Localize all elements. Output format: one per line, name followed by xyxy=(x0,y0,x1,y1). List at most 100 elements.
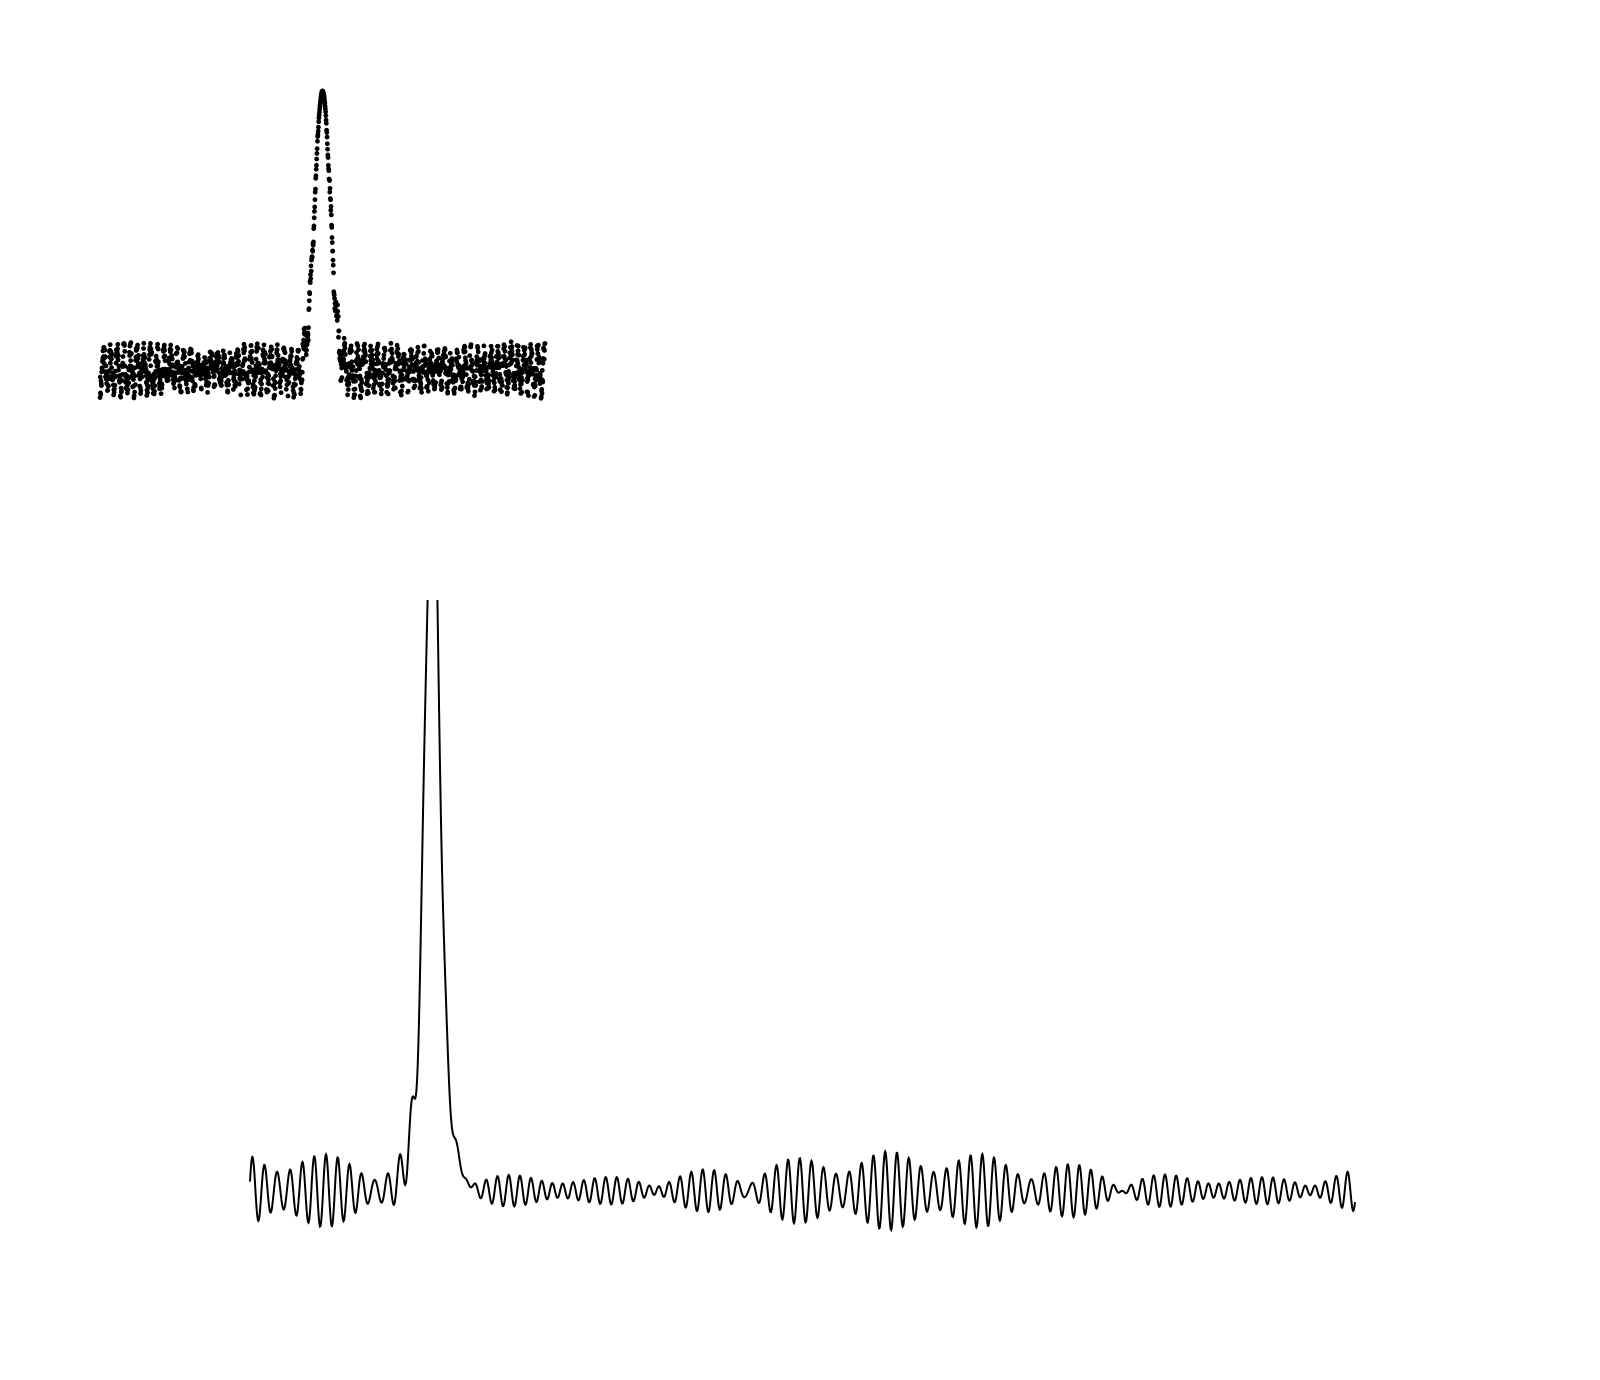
data-point xyxy=(313,186,318,192)
data-point xyxy=(98,392,104,397)
data-point xyxy=(260,374,265,380)
data-point xyxy=(155,359,161,365)
data-point xyxy=(132,373,138,379)
series-line xyxy=(249,600,1356,1233)
data-point xyxy=(392,378,398,384)
data-point xyxy=(349,348,354,354)
data-point xyxy=(512,386,518,392)
data-point xyxy=(470,368,476,374)
data-point xyxy=(274,342,280,348)
data-point xyxy=(475,345,481,351)
data-point xyxy=(418,385,424,391)
data-point xyxy=(479,384,485,389)
data-point xyxy=(162,353,168,359)
data-point xyxy=(359,380,365,385)
data-point xyxy=(517,386,523,392)
data-point xyxy=(285,393,291,399)
data-point xyxy=(99,383,104,388)
data-point xyxy=(155,341,161,347)
data-point xyxy=(305,337,311,343)
data-point xyxy=(107,342,113,348)
data-point xyxy=(435,347,441,352)
data-point xyxy=(529,351,535,357)
data-point xyxy=(308,276,314,282)
data-point xyxy=(533,377,539,383)
data-point xyxy=(372,389,378,395)
data-point xyxy=(276,362,282,367)
data-point xyxy=(118,394,124,400)
data-point xyxy=(141,346,146,351)
data-point xyxy=(196,356,201,362)
data-point xyxy=(423,358,429,364)
data-point xyxy=(367,372,373,378)
data-point xyxy=(453,377,459,383)
data-point xyxy=(446,378,452,384)
data-point xyxy=(295,356,301,362)
data-point xyxy=(161,342,167,348)
data-point xyxy=(502,344,508,349)
data-point xyxy=(246,380,252,385)
data-point xyxy=(486,384,492,390)
data-point xyxy=(526,393,531,398)
data-point xyxy=(343,369,349,374)
data-point xyxy=(508,339,514,345)
data-point xyxy=(392,385,398,391)
data-point xyxy=(278,390,284,396)
data-point xyxy=(261,342,267,348)
data-point xyxy=(307,291,313,297)
data-point xyxy=(143,367,149,373)
data-point xyxy=(472,389,478,395)
data-point xyxy=(433,380,439,385)
data-point xyxy=(262,360,268,366)
data-point xyxy=(341,335,347,341)
data-point xyxy=(258,392,264,398)
data-point xyxy=(389,350,395,356)
data-point xyxy=(292,392,297,398)
data-point xyxy=(159,382,165,388)
data-point xyxy=(115,357,121,363)
data-point xyxy=(469,357,475,363)
data-point xyxy=(244,373,250,379)
data-point xyxy=(329,240,335,245)
data-point xyxy=(274,347,280,353)
data-point xyxy=(299,377,305,383)
data-point xyxy=(138,388,144,393)
data-point xyxy=(323,120,329,126)
data-point xyxy=(162,358,168,364)
data-point xyxy=(276,357,281,363)
data-point xyxy=(460,374,466,380)
data-point xyxy=(323,113,329,119)
data-point xyxy=(242,357,248,363)
data-point xyxy=(373,380,379,385)
data-point xyxy=(382,348,388,354)
data-point xyxy=(410,356,415,362)
data-point xyxy=(216,355,222,361)
data-point xyxy=(287,357,293,363)
data-point xyxy=(439,378,444,384)
data-point xyxy=(442,347,448,353)
data-point xyxy=(334,318,340,323)
data-point xyxy=(466,381,472,387)
data-point xyxy=(286,380,292,385)
data-point xyxy=(149,349,155,355)
data-point xyxy=(132,389,138,395)
data-point xyxy=(328,207,334,213)
data-point xyxy=(376,368,382,373)
data-point xyxy=(152,375,158,380)
data-point xyxy=(363,359,369,365)
data-point xyxy=(352,392,358,398)
data-point xyxy=(355,343,361,349)
data-point xyxy=(249,348,255,354)
data-point xyxy=(122,348,128,354)
data-point xyxy=(330,248,336,254)
data-point xyxy=(392,374,398,380)
data-point xyxy=(342,345,348,351)
data-point xyxy=(380,370,385,376)
data-point xyxy=(339,375,345,381)
data-point xyxy=(112,382,118,388)
data-point xyxy=(190,378,195,384)
data-point xyxy=(488,343,494,349)
data-point xyxy=(298,391,304,397)
data-point xyxy=(242,345,248,350)
data-point xyxy=(419,389,424,395)
